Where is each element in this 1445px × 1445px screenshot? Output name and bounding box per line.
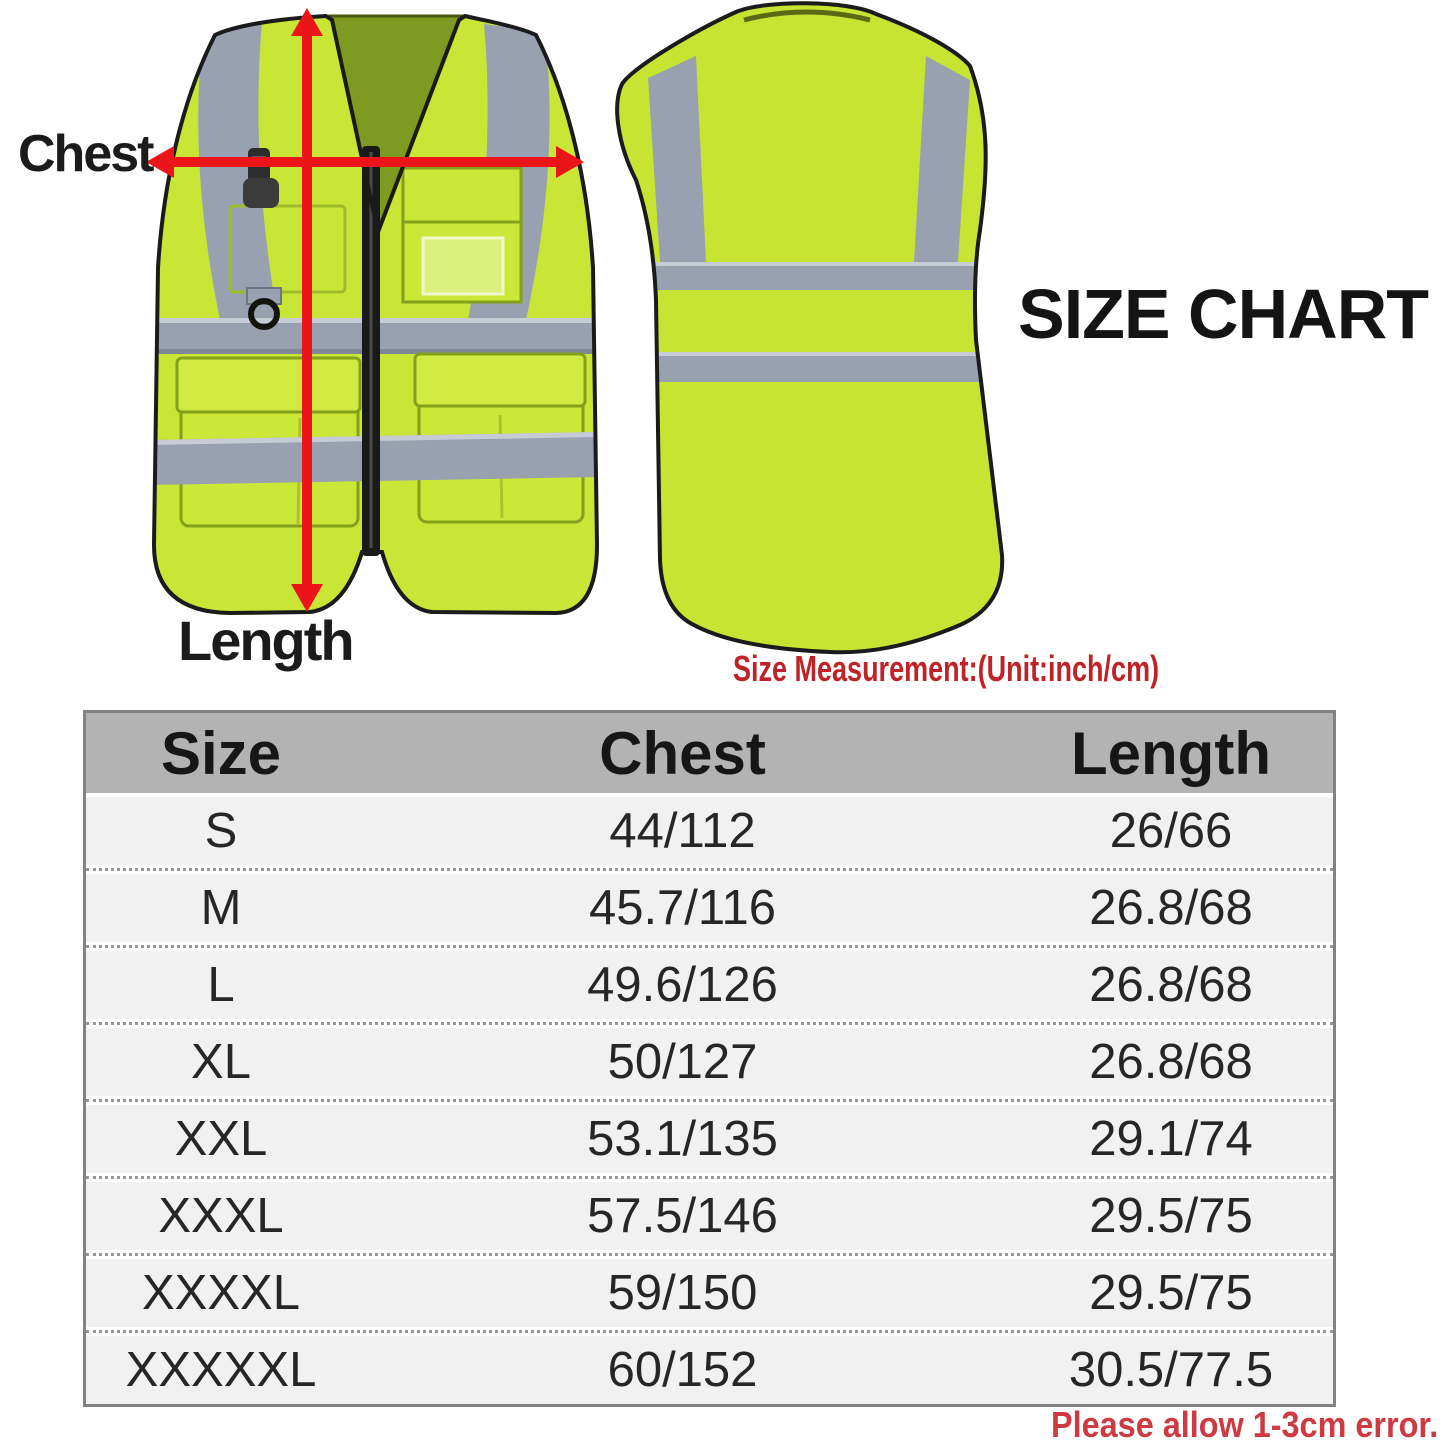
cell-chest: 60/152 bbox=[607, 1343, 758, 1397]
strip-highlight bbox=[640, 262, 1003, 266]
arrow-down-head bbox=[291, 584, 323, 612]
size-chart-title: SIZE CHART bbox=[1018, 275, 1429, 353]
cell-length: 29.5/75 bbox=[1089, 1189, 1253, 1243]
cell-chest: 44/112 bbox=[609, 804, 756, 858]
cell-size: XXXL bbox=[158, 1189, 284, 1243]
table-row-xxxl: XXXL 57.5/146 29.5/75 bbox=[86, 1182, 1333, 1250]
length-label: Length bbox=[178, 609, 355, 672]
cell-length: 26.8/68 bbox=[1089, 958, 1253, 1012]
back-left-shoulder-strip bbox=[648, 56, 706, 262]
arrow-up-head bbox=[291, 8, 323, 36]
back-vest-trim bbox=[615, 1, 1005, 655]
header-size: Size bbox=[160, 719, 282, 787]
measurement-unit-note: Size Measurement:(Unit:inch/cm) bbox=[733, 648, 1160, 689]
row-separator bbox=[86, 1250, 1333, 1259]
right-chest-pocket-window bbox=[421, 236, 505, 296]
chest-label: Chest bbox=[18, 125, 154, 183]
row-separator bbox=[86, 1096, 1333, 1105]
back-waist-strip bbox=[640, 262, 1003, 290]
front-vest-trim bbox=[151, 13, 600, 616]
cell-size: M bbox=[200, 881, 242, 935]
row-separator bbox=[86, 1173, 1333, 1182]
table-row-m: M 45.7/116 26.8/68 bbox=[86, 874, 1333, 942]
cell-length: 26.8/68 bbox=[1089, 1035, 1253, 1089]
size-table: Size Chest Length S 44/112 26/66 M 45.7/… bbox=[83, 710, 1336, 1407]
cell-size: S bbox=[204, 804, 238, 858]
chest-measure-arrow bbox=[146, 146, 584, 178]
table-row-xl: XL 50/127 26.8/68 bbox=[86, 1028, 1333, 1096]
cell-size: XXL bbox=[174, 1112, 268, 1166]
table-row-xxxxxl: XXXXXL 60/152 30.5/77.5 bbox=[86, 1336, 1333, 1404]
size-table-header-row: Size Chest Length bbox=[86, 713, 1333, 797]
cell-size: XXXXL bbox=[142, 1266, 300, 1320]
cell-chest: 45.7/116 bbox=[588, 881, 777, 935]
cell-size: L bbox=[207, 958, 235, 1012]
arrow-left-head bbox=[146, 146, 174, 178]
table-row-xxl: XXL 53.1/135 29.1/74 bbox=[86, 1105, 1333, 1173]
back-collar-seam bbox=[743, 9, 871, 23]
back-vest-illustration bbox=[615, 1, 1005, 655]
table-row-l: L 49.6/126 26.8/68 bbox=[86, 951, 1333, 1019]
header-chest: Chest bbox=[599, 719, 766, 787]
cell-chest: 53.1/135 bbox=[587, 1112, 778, 1166]
cell-length: 26/66 bbox=[1109, 804, 1233, 858]
row-separator bbox=[86, 1019, 1333, 1028]
cell-length: 26.8/68 bbox=[1089, 881, 1253, 935]
zipper bbox=[362, 146, 380, 556]
cell-chest: 50/127 bbox=[607, 1035, 758, 1089]
cell-length: 29.5/75 bbox=[1089, 1266, 1253, 1320]
tolerance-note: Please allow 1-3cm error. bbox=[1050, 1404, 1438, 1445]
strip-highlight bbox=[636, 352, 1003, 356]
cell-size: XL bbox=[191, 1035, 251, 1089]
cell-chest: 57.5/146 bbox=[587, 1189, 778, 1243]
cell-length: 30.5/77.5 bbox=[1068, 1343, 1274, 1397]
cell-chest: 49.6/126 bbox=[587, 958, 778, 1012]
front-vest-illustration bbox=[151, 13, 600, 616]
back-vest-body bbox=[617, 3, 1003, 653]
left-chest-pocket-seam bbox=[228, 204, 347, 294]
d-ring-icon bbox=[246, 287, 282, 330]
table-row-xxxxl: XXXXL 59/150 29.5/75 bbox=[86, 1259, 1333, 1327]
header-length: Length bbox=[1071, 719, 1271, 787]
row-separator bbox=[86, 1327, 1333, 1336]
cell-length: 29.1/74 bbox=[1089, 1112, 1253, 1166]
row-separator bbox=[86, 942, 1333, 951]
front-left-shoulder-strip bbox=[198, 22, 278, 320]
table-row-s: S 44/112 26/66 bbox=[86, 797, 1333, 865]
vest-illustrations bbox=[146, 1, 1005, 655]
row-separator bbox=[86, 865, 1333, 874]
back-right-shoulder-strip bbox=[914, 56, 970, 262]
length-measure-arrow bbox=[291, 8, 323, 612]
cell-size: XXXXXL bbox=[125, 1343, 317, 1397]
arrow-right-head bbox=[556, 146, 584, 178]
back-lower-strip bbox=[636, 352, 1003, 382]
cell-chest: 59/150 bbox=[607, 1266, 758, 1320]
